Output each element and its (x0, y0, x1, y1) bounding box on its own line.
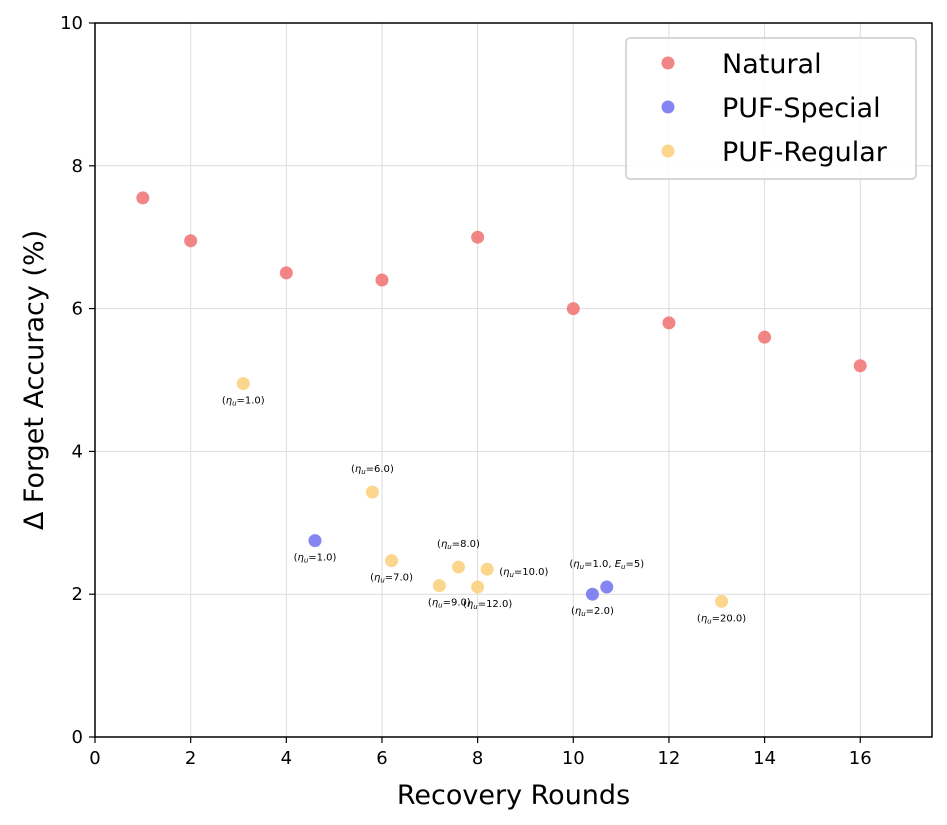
y-tick-label: 10 (60, 13, 83, 34)
y-tick-label: 0 (72, 727, 83, 748)
legend-label: PUF-Regular (722, 137, 888, 168)
point-annotations: (ηu=1.0) (ηu=2.0) (ηu=1.0, Eu=5) (ηu=1.0) (η… (222, 396, 746, 626)
point-annotation: (ηu=1.0) (294, 553, 337, 565)
x-axis-ticks: 0 2 4 6 8 10 12 14 16 (89, 737, 872, 769)
legend-label: PUF-Special (722, 93, 881, 124)
x-tick-label: 10 (562, 748, 585, 769)
point-natural (471, 230, 485, 244)
point-puf-regular (471, 580, 485, 594)
point-puf-regular (236, 377, 250, 391)
x-tick-label: 14 (753, 748, 776, 769)
x-tick-label: 16 (849, 748, 872, 769)
x-tick-label: 8 (472, 748, 483, 769)
point-puf-special (585, 587, 599, 601)
legend-marker (661, 100, 675, 114)
y-axis-label: Δ Forget Accuracy (%) (19, 230, 50, 530)
point-annotation: (ηu=20.0) (697, 613, 746, 625)
point-annotation: (ηu=12.0) (463, 599, 512, 611)
legend-marker (661, 56, 675, 70)
point-natural (279, 266, 293, 280)
point-annotation: (ηu=9.0) (428, 598, 471, 610)
point-natural (853, 359, 867, 373)
point-puf-regular (365, 485, 379, 499)
legend-marker (661, 144, 675, 158)
point-puf-special (308, 534, 322, 548)
point-annotation: (ηu=6.0) (351, 464, 394, 476)
point-puf-regular (432, 579, 446, 593)
y-axis-ticks: 0 2 4 6 8 10 (60, 13, 95, 748)
point-annotation: (ηu=1.0) (222, 396, 265, 408)
x-axis-label: Recovery Rounds (397, 780, 630, 811)
point-annotation: (ηu=10.0) (499, 567, 548, 579)
point-annotation: (ηu=2.0) (571, 606, 614, 618)
legend: Natural PUF-Special PUF-Regular (625, 37, 917, 180)
x-tick-label: 6 (376, 748, 387, 769)
point-annotation: (ηu=8.0) (437, 539, 480, 551)
point-natural (184, 234, 198, 248)
point-puf-special (600, 580, 614, 594)
plot-frame (94, 22, 933, 738)
legend-label: Natural (722, 49, 822, 80)
point-natural (758, 330, 772, 344)
y-tick-label: 2 (72, 584, 83, 605)
legend-box (625, 37, 917, 180)
point-puf-regular (715, 594, 729, 608)
point-puf-regular (480, 562, 494, 576)
point-natural (375, 273, 389, 287)
point-natural (662, 316, 676, 330)
point-puf-regular (451, 560, 465, 574)
x-tick-label: 12 (657, 748, 680, 769)
data-points (136, 191, 867, 608)
x-tick-label: 0 (89, 748, 100, 769)
point-annotation: (ηu=1.0, Eu=5) (569, 559, 644, 571)
y-tick-label: 6 (72, 299, 83, 320)
x-tick-label: 4 (281, 748, 292, 769)
point-puf-regular (385, 554, 399, 568)
y-tick-label: 8 (72, 156, 83, 177)
y-tick-label: 4 (72, 441, 83, 462)
point-natural (136, 191, 150, 205)
point-natural (566, 302, 580, 316)
point-annotation: (ηu=7.0) (370, 573, 413, 585)
x-tick-label: 2 (185, 748, 196, 769)
